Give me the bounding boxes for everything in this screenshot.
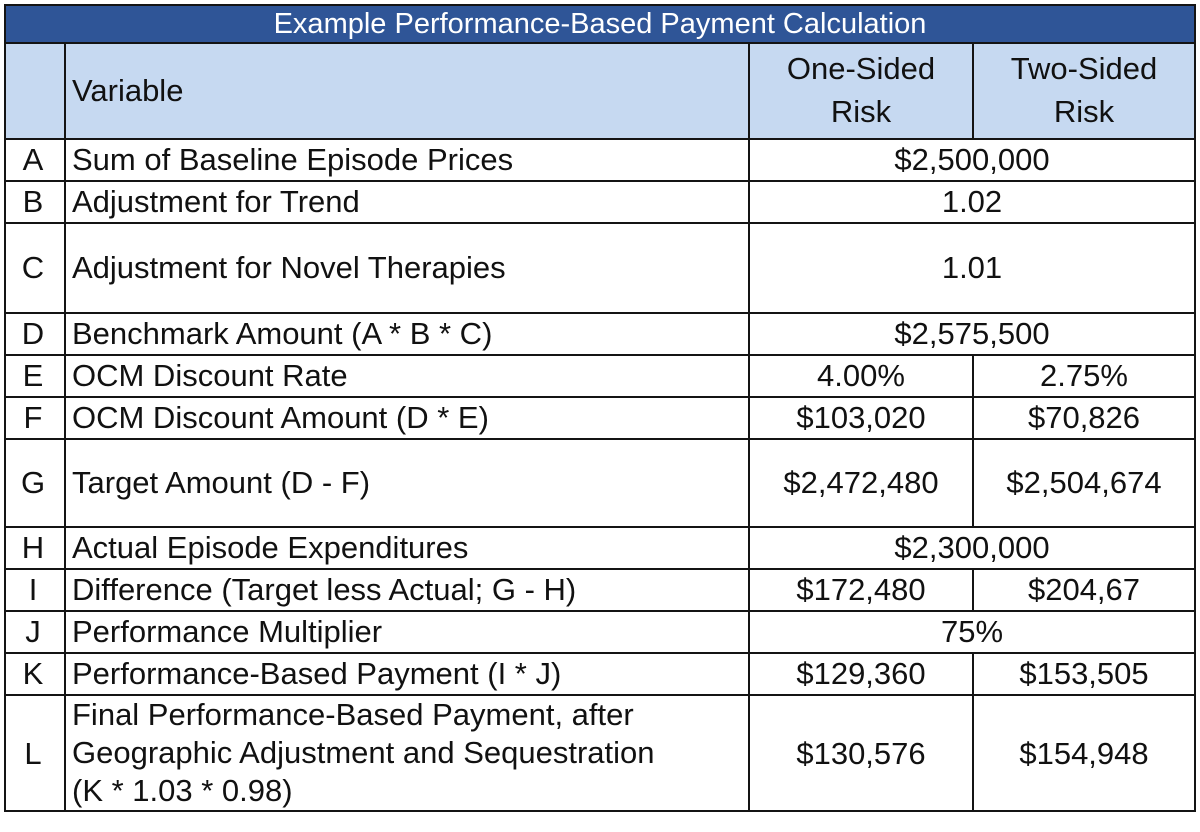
- row-variable: Adjustment for Novel Therapies: [64, 222, 750, 314]
- row-value-shared: $2,500,000: [748, 138, 1196, 182]
- row-variable-line3: (K * 1.03 * 0.98): [72, 773, 293, 809]
- row-variable: OCM Discount Rate: [64, 354, 750, 398]
- row-value-one-sided: $2,472,480: [748, 438, 974, 528]
- row-variable: Adjustment for Trend: [64, 180, 750, 224]
- row-variable: Difference (Target less Actual; G - H): [64, 568, 750, 612]
- table-title: Example Performance-Based Payment Calcul…: [4, 4, 1196, 44]
- header-id-cell: [4, 42, 66, 140]
- row-value-two-sided: $2,504,674: [972, 438, 1196, 528]
- row-id: H: [4, 526, 66, 570]
- row-variable: Sum of Baseline Episode Prices: [64, 138, 750, 182]
- row-value-one-sided: $130,576: [748, 693, 974, 813]
- row-id: E: [4, 354, 66, 398]
- row-variable: OCM Discount Amount (D * E): [64, 396, 750, 440]
- row-value-one-sided: $103,020: [748, 396, 974, 440]
- header-one-sided-line2: Risk: [830, 94, 892, 129]
- row-value-shared: 1.02: [748, 180, 1196, 224]
- table-row: L Final Performance-Based Payment, after…: [4, 693, 1196, 813]
- table-row: C Adjustment for Novel Therapies 1.01: [4, 222, 1196, 314]
- table-row: J Performance Multiplier 75%: [4, 610, 1196, 654]
- row-variable-line2: Geographic Adjustment and Sequestration: [72, 735, 655, 771]
- row-id: I: [4, 568, 66, 612]
- row-value-shared: $2,575,500: [748, 312, 1196, 356]
- row-value-shared: $2,300,000: [748, 526, 1196, 570]
- title-row: Example Performance-Based Payment Calcul…: [4, 4, 1196, 44]
- header-row: Variable One-Sided Risk Two-Sided Risk: [4, 42, 1196, 140]
- header-two-sided-risk: Two-Sided Risk: [972, 42, 1196, 140]
- table-row: I Difference (Target less Actual; G - H)…: [4, 568, 1196, 612]
- row-value-shared: 1.01: [748, 222, 1196, 314]
- row-value-two-sided: $154,948: [972, 693, 1196, 813]
- row-variable: Final Performance-Based Payment, after G…: [64, 693, 750, 813]
- row-id: D: [4, 312, 66, 356]
- row-value-two-sided: 2.75%: [972, 354, 1196, 398]
- row-value-one-sided: 4.00%: [748, 354, 974, 398]
- row-variable: Performance-Based Payment (I * J): [64, 652, 750, 696]
- row-value-two-sided: $70,826: [972, 396, 1196, 440]
- table-row: E OCM Discount Rate 4.00% 2.75%: [4, 354, 1196, 398]
- row-variable: Target Amount (D - F): [64, 438, 750, 528]
- table-row: D Benchmark Amount (A * B * C) $2,575,50…: [4, 312, 1196, 356]
- row-value-two-sided: $204,67: [972, 568, 1196, 612]
- row-variable: Benchmark Amount (A * B * C): [64, 312, 750, 356]
- header-one-sided-risk: One-Sided Risk: [748, 42, 974, 140]
- row-value-one-sided: $129,360: [748, 652, 974, 696]
- table-row: H Actual Episode Expenditures $2,300,000: [4, 526, 1196, 570]
- payment-calculation-table: Example Performance-Based Payment Calcul…: [4, 4, 1196, 813]
- row-variable: Actual Episode Expenditures: [64, 526, 750, 570]
- header-variable: Variable: [64, 42, 750, 140]
- table-row: A Sum of Baseline Episode Prices $2,500,…: [4, 138, 1196, 182]
- row-id: C: [4, 222, 66, 314]
- header-two-sided-line1: Two-Sided: [1010, 51, 1158, 87]
- row-id: G: [4, 438, 66, 528]
- row-id: K: [4, 652, 66, 696]
- header-two-sided-line2: Risk: [1053, 94, 1115, 129]
- row-id: F: [4, 396, 66, 440]
- row-id: B: [4, 180, 66, 224]
- row-value-one-sided: $172,480: [748, 568, 974, 612]
- row-variable-line1: Final Performance-Based Payment, after: [72, 697, 634, 732]
- table-row: G Target Amount (D - F) $2,472,480 $2,50…: [4, 438, 1196, 528]
- row-id: L: [4, 693, 66, 813]
- row-id: J: [4, 610, 66, 654]
- row-variable: Performance Multiplier: [64, 610, 750, 654]
- table-row: K Performance-Based Payment (I * J) $129…: [4, 652, 1196, 696]
- header-one-sided-line1: One-Sided: [786, 51, 936, 87]
- row-value-shared: 75%: [748, 610, 1196, 654]
- table-row: B Adjustment for Trend 1.02: [4, 180, 1196, 224]
- row-value-two-sided: $153,505: [972, 652, 1196, 696]
- table-row: F OCM Discount Amount (D * E) $103,020 $…: [4, 396, 1196, 440]
- row-id: A: [4, 138, 66, 182]
